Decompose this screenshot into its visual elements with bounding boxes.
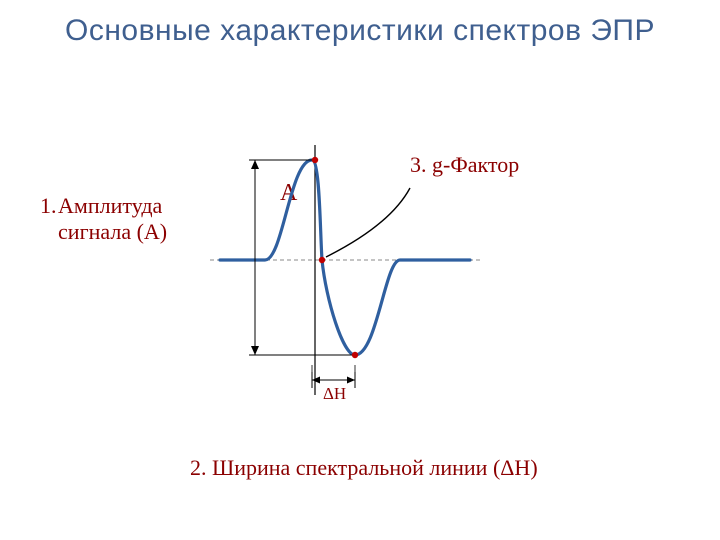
label-linewidth: 2. Ширина спектральной линии (ΔН)	[190, 455, 538, 481]
marker-point-1	[319, 257, 325, 263]
slide-title: Основные характеристики спектров ЭПР	[0, 14, 720, 48]
marker-point-2	[352, 352, 358, 358]
g-factor-pointer	[326, 188, 410, 257]
epr-curve	[220, 160, 470, 355]
label-amplitude-number: 1.	[40, 193, 58, 245]
marker-point-0	[312, 157, 318, 163]
label-amplitude-text: Амплитуда сигнала (А)	[58, 193, 210, 245]
label-amplitude: 1. Амплитуда сигнала (А)	[40, 193, 210, 245]
epr-diagram	[210, 140, 510, 400]
